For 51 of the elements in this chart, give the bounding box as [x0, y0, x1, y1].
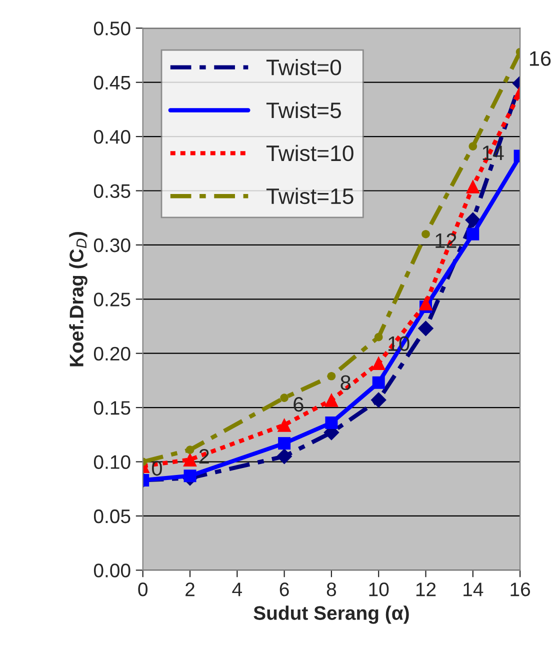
point — [186, 446, 194, 454]
point — [466, 179, 480, 194]
x-tick-label: 12 — [416, 582, 436, 596]
point — [278, 437, 291, 450]
x-tick-label: 10 — [369, 582, 389, 596]
y-tick-label: 0.20 — [94, 346, 130, 361]
x-tick-label: 14 — [464, 582, 484, 596]
x-tick-label: 4 — [232, 582, 242, 596]
point — [327, 372, 336, 380]
x-axis-title: Sudut Serang (α) — [254, 606, 409, 624]
x-tick-label: 0 — [138, 582, 148, 596]
y-tick-label: 0.45 — [94, 76, 130, 90]
annotation: 12 — [436, 233, 456, 248]
point — [184, 470, 196, 482]
point — [418, 320, 434, 336]
point — [418, 296, 433, 310]
x-tick-label: 16 — [510, 582, 530, 596]
y-tick-label: 0.30 — [94, 238, 130, 252]
y-tick-label: 0.50 — [94, 22, 130, 36]
point — [324, 393, 338, 407]
legend-label: Twist=0 — [266, 58, 342, 76]
x-tick-label: 8 — [326, 582, 336, 596]
point — [372, 376, 385, 389]
point — [374, 332, 383, 342]
legend-label: Twist=5 — [266, 102, 341, 118]
point — [277, 418, 292, 432]
point — [370, 392, 386, 408]
annotation: 8 — [340, 375, 350, 390]
y-tick-label: 0.35 — [94, 184, 130, 198]
point — [325, 416, 338, 429]
legend-label: Twist=10 — [266, 144, 354, 162]
x-tick-label: 6 — [280, 582, 289, 596]
legend-label: Twist=15 — [266, 188, 354, 204]
y-axis-title: Koef.Drag (C$_{D}$) — [69, 232, 88, 366]
y-tick-label: 0.40 — [94, 130, 130, 144]
point — [422, 230, 430, 238]
y-tick-label: 0.10 — [94, 455, 130, 469]
point — [465, 212, 481, 228]
point — [468, 142, 478, 150]
point — [183, 452, 197, 467]
point — [276, 448, 292, 464]
y-tick-label: 0.05 — [94, 509, 130, 524]
y-tick-label: 0.25 — [94, 292, 130, 306]
y-tick-label: 0.15 — [94, 401, 130, 415]
point — [372, 356, 386, 370]
x-tick-label: 2 — [186, 582, 194, 596]
annotation: 0 — [152, 460, 162, 476]
point — [466, 228, 480, 240]
y-tick-label: 0.00 — [94, 564, 130, 578]
point — [280, 394, 288, 402]
annotation: 16 — [530, 51, 551, 66]
